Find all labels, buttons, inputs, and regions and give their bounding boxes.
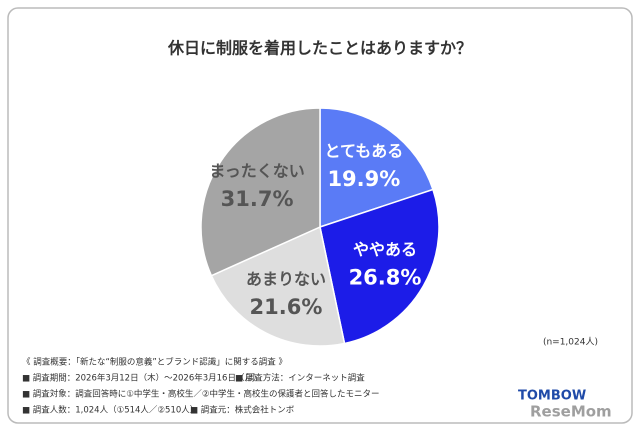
pie-slice <box>200 107 321 277</box>
chart-title: 休日に制服を着用したことはありますか？ <box>167 39 472 58</box>
note: ■ 調査人数：1,024人（①514人／②510人） <box>22 405 198 416</box>
value-label: 21.6% <box>250 295 323 319</box>
pie-slice <box>319 107 434 229</box>
slice-label: とてもある <box>325 142 404 161</box>
watermark: ReseMom <box>530 403 612 421</box>
value-label: 26.8% <box>349 265 422 289</box>
note: ■ 調査方法：インターネット調査 <box>235 373 365 384</box>
slice-label: まったくない <box>209 162 304 181</box>
pie-slice <box>319 188 440 345</box>
slice-label: あまりない <box>246 269 326 288</box>
note: ■ 調査元：株式会社トンボ <box>190 405 295 416</box>
logo: TOMBOW <box>518 389 586 404</box>
slice-label: ややある <box>353 240 417 259</box>
note: ■ 調査対象：調査回答時に①中学生・高校生／②中学生・高校生の保護者と回答したモ… <box>22 389 379 400</box>
note: ■ 調査期間：2026年3月12日（木）～2026年3月16日（月） <box>22 373 261 384</box>
sample-note: (n=1,024人) <box>543 337 598 348</box>
value-label: 19.9% <box>327 167 400 191</box>
note: 《 調査概要：「新たな“制服の意義”とブランド認識」に関する調査 》 <box>22 357 287 368</box>
value-label: 31.7% <box>221 187 294 211</box>
pie-slice <box>210 225 346 347</box>
